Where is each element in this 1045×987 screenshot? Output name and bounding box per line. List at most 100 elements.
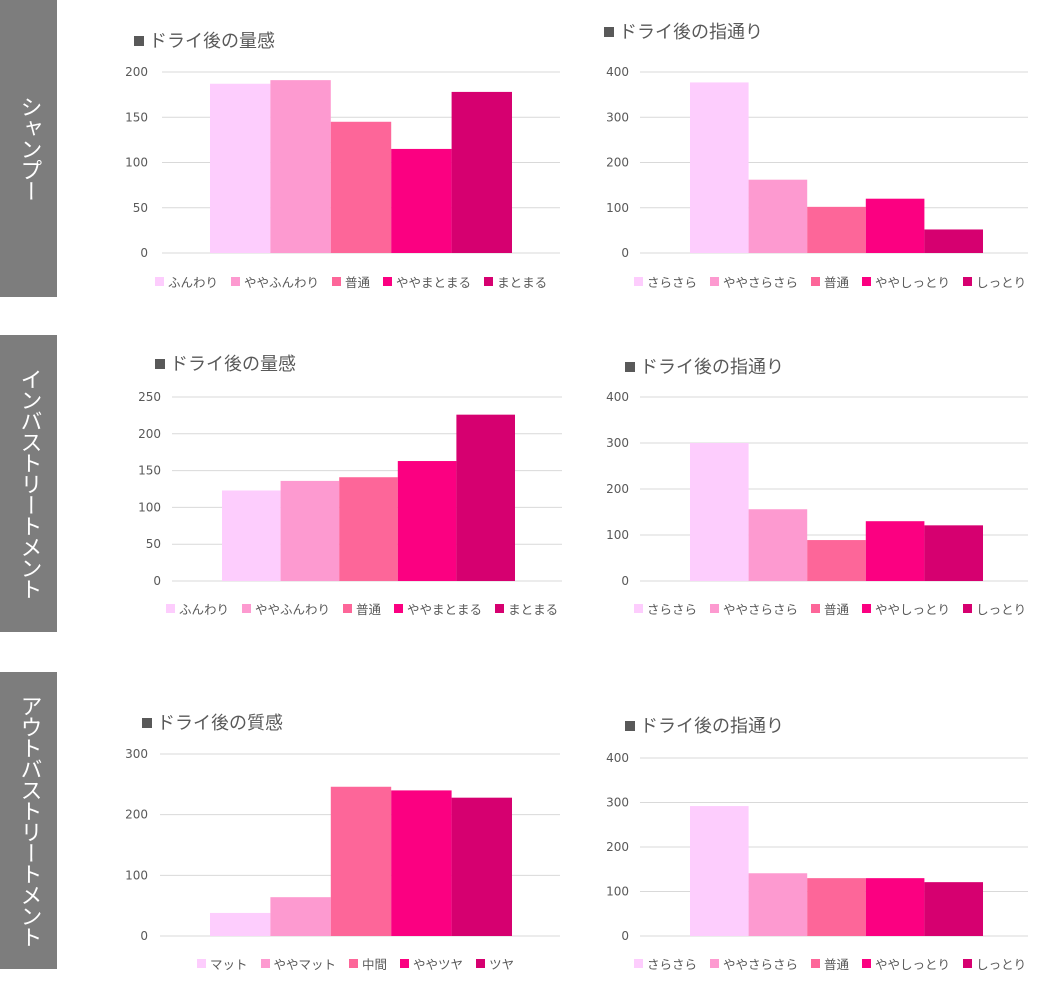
- y-tick-label: 100: [125, 868, 148, 882]
- y-tick-label: 0: [621, 929, 629, 943]
- legend-label: まとまる: [497, 275, 548, 290]
- bar-2: [270, 80, 331, 254]
- legend-item: 普通: [811, 954, 849, 973]
- y-tick-label: 150: [138, 464, 161, 478]
- y-tick-label: 400: [606, 65, 629, 79]
- y-tick-label: 200: [138, 427, 161, 441]
- chart-title: ドライ後の指通り: [625, 353, 784, 379]
- title-square-icon: [625, 362, 635, 372]
- chart-title-text: ドライ後の指通り: [640, 716, 784, 737]
- y-tick-label: 300: [606, 796, 629, 810]
- bar-2: [270, 897, 331, 936]
- bar-1: [222, 490, 281, 581]
- bar-5: [924, 525, 983, 581]
- legend-swatch: [476, 959, 486, 968]
- legend-item: ツヤ: [476, 954, 514, 973]
- bar-4: [865, 878, 925, 936]
- bar-1: [210, 83, 271, 253]
- chart-legend: マット ややマット 中間 ややツヤ ツヤ: [197, 954, 527, 973]
- legend-item: ややしっとり: [862, 272, 950, 291]
- legend-label: ややしっとり: [875, 957, 951, 972]
- bar-5: [924, 882, 983, 936]
- legend-label: ふんわり: [168, 275, 219, 290]
- bar-3: [807, 206, 866, 253]
- bar-1: [690, 806, 749, 936]
- y-tick-label: 200: [125, 65, 148, 79]
- legend-swatch: [400, 959, 410, 968]
- y-tick-label: 0: [140, 929, 148, 943]
- bar-3: [339, 477, 398, 581]
- legend-swatch: [634, 604, 643, 613]
- y-tick-label: 200: [606, 840, 629, 854]
- bar-4: [865, 198, 925, 253]
- legend-label: まとまる: [508, 602, 559, 617]
- legend-item: ややふんわり: [242, 599, 330, 618]
- legend-item: しっとり: [963, 954, 1026, 973]
- legend-swatch: [811, 959, 821, 968]
- legend-label: 普通: [356, 602, 382, 617]
- y-tick-label: 0: [621, 574, 629, 588]
- legend-item: しっとり: [963, 599, 1026, 618]
- legend-swatch: [343, 604, 353, 613]
- legend-item: さらさら: [634, 954, 697, 973]
- bar-5: [451, 797, 512, 936]
- legend-label: ややまとまる: [396, 275, 472, 290]
- legend-label: さらさら: [647, 275, 698, 290]
- legend-item: ややしっとり: [862, 954, 950, 973]
- legend-swatch: [349, 959, 359, 968]
- legend-label: 普通: [824, 957, 850, 972]
- y-tick-label: 50: [146, 537, 161, 551]
- bar-2: [748, 873, 808, 936]
- legend-swatch: [484, 277, 494, 286]
- legend-item: ややツヤ: [400, 954, 463, 973]
- legend-item: マット: [197, 954, 248, 973]
- chart-legend: さらさら ややさらさら 普通 ややしっとり しっとり: [634, 599, 1039, 618]
- legend-label: ややさらさら: [723, 602, 799, 617]
- y-tick-label: 100: [606, 201, 629, 215]
- y-tick-label: 0: [140, 246, 148, 260]
- legend-label: さらさら: [647, 602, 698, 617]
- bar-4: [391, 790, 452, 936]
- legend-label: ややしっとり: [875, 602, 951, 617]
- legend-label: しっとり: [976, 602, 1027, 617]
- y-tick-label: 100: [138, 500, 161, 514]
- bar-4: [397, 461, 457, 581]
- chart-title-text: ドライ後の質感: [157, 713, 283, 734]
- chart-title: ドライ後の量感: [155, 350, 296, 376]
- legend-label: さらさら: [647, 957, 698, 972]
- legend-label: マット: [210, 957, 248, 972]
- chart-title: ドライ後の量感: [134, 27, 275, 53]
- legend-item: 普通: [343, 599, 381, 618]
- legend-item: ややさらさら: [710, 954, 798, 973]
- legend-item: ややさらさら: [710, 272, 798, 291]
- legend-item: ふんわり: [166, 599, 229, 618]
- y-tick-label: 200: [606, 156, 629, 170]
- legend-swatch: [260, 959, 270, 968]
- bar-3: [330, 786, 392, 936]
- bar-4: [865, 521, 925, 581]
- legend-label: 普通: [824, 275, 850, 290]
- legend-item: まとまる: [495, 599, 558, 618]
- legend-label: ふんわり: [179, 602, 230, 617]
- chart-title-text: ドライ後の量感: [149, 31, 275, 52]
- title-square-icon: [155, 359, 165, 369]
- bar-3: [807, 878, 866, 936]
- legend-item: ややふんわり: [231, 272, 319, 291]
- y-tick-label: 100: [606, 528, 629, 542]
- legend-swatch: [197, 959, 206, 968]
- legend-label: 普通: [345, 275, 371, 290]
- legend-item: ややマット: [260, 954, 336, 973]
- y-tick-label: 0: [153, 574, 161, 588]
- bar-2: [280, 480, 340, 581]
- bar-5: [924, 229, 983, 253]
- legend-label: ややふんわり: [244, 275, 320, 290]
- legend-item: 普通: [811, 599, 849, 618]
- chart-title-text: ドライ後の量感: [170, 354, 296, 375]
- chart-legend: ふんわり ややふんわり 普通 ややまとまる まとまる: [155, 272, 560, 291]
- legend-swatch: [383, 277, 393, 286]
- legend-swatch: [495, 604, 505, 613]
- y-tick-label: 300: [606, 110, 629, 124]
